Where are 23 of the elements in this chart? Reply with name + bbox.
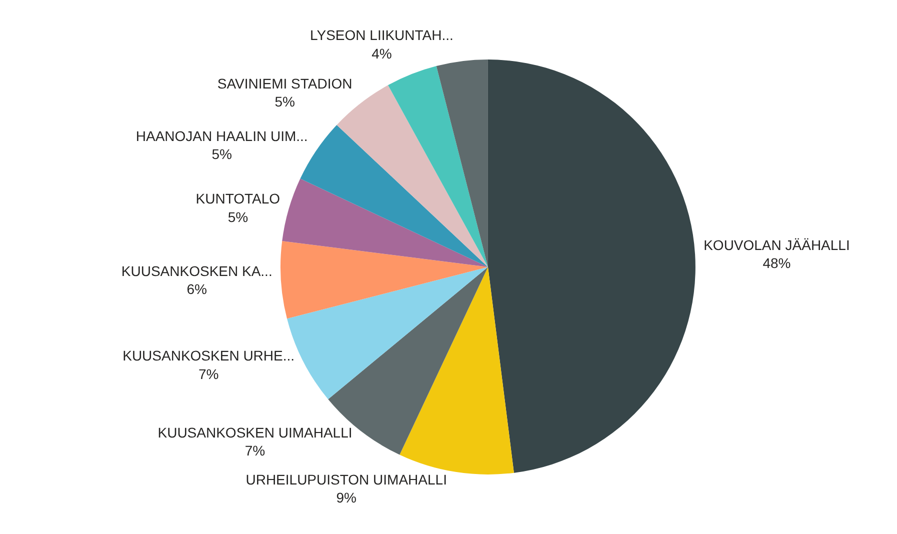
pie-slice bbox=[488, 60, 696, 473]
data-label: 7% bbox=[198, 366, 219, 382]
data-label: 5% bbox=[228, 208, 248, 225]
data-label: 5% bbox=[274, 93, 295, 110]
pie-slice bbox=[282, 178, 488, 267]
slice-label: KUUSANKOSKEN KA... bbox=[121, 262, 272, 279]
pie-slice bbox=[280, 240, 488, 319]
pie-slice bbox=[388, 66, 488, 267]
slice-label: SAVINIEMI STADION bbox=[217, 75, 352, 92]
slice-label: HAANOJAN HAALIN UIM... bbox=[136, 128, 308, 144]
slice-label: KUUSANKOSKEN UIMAHALLI bbox=[158, 424, 352, 441]
data-label: 5% bbox=[212, 146, 232, 162]
pie-slice bbox=[400, 267, 514, 474]
data-label: 7% bbox=[244, 442, 266, 459]
data-label: 9% bbox=[336, 490, 356, 506]
slice-label: KOUVOLAN JÄÄHALLI bbox=[704, 236, 850, 253]
slice-label: URHEILUPUISTON UIMAHALLI bbox=[246, 472, 447, 488]
slice-label: KUUSANKOSKEN URHE... bbox=[122, 348, 295, 364]
data-label: 4% bbox=[372, 45, 392, 62]
data-label: 6% bbox=[186, 281, 207, 298]
slice-label: LYSEON LIIKUNTAH... bbox=[310, 27, 454, 44]
slice-label: KUNTOTALO bbox=[196, 190, 280, 207]
data-label: 48% bbox=[762, 255, 791, 272]
